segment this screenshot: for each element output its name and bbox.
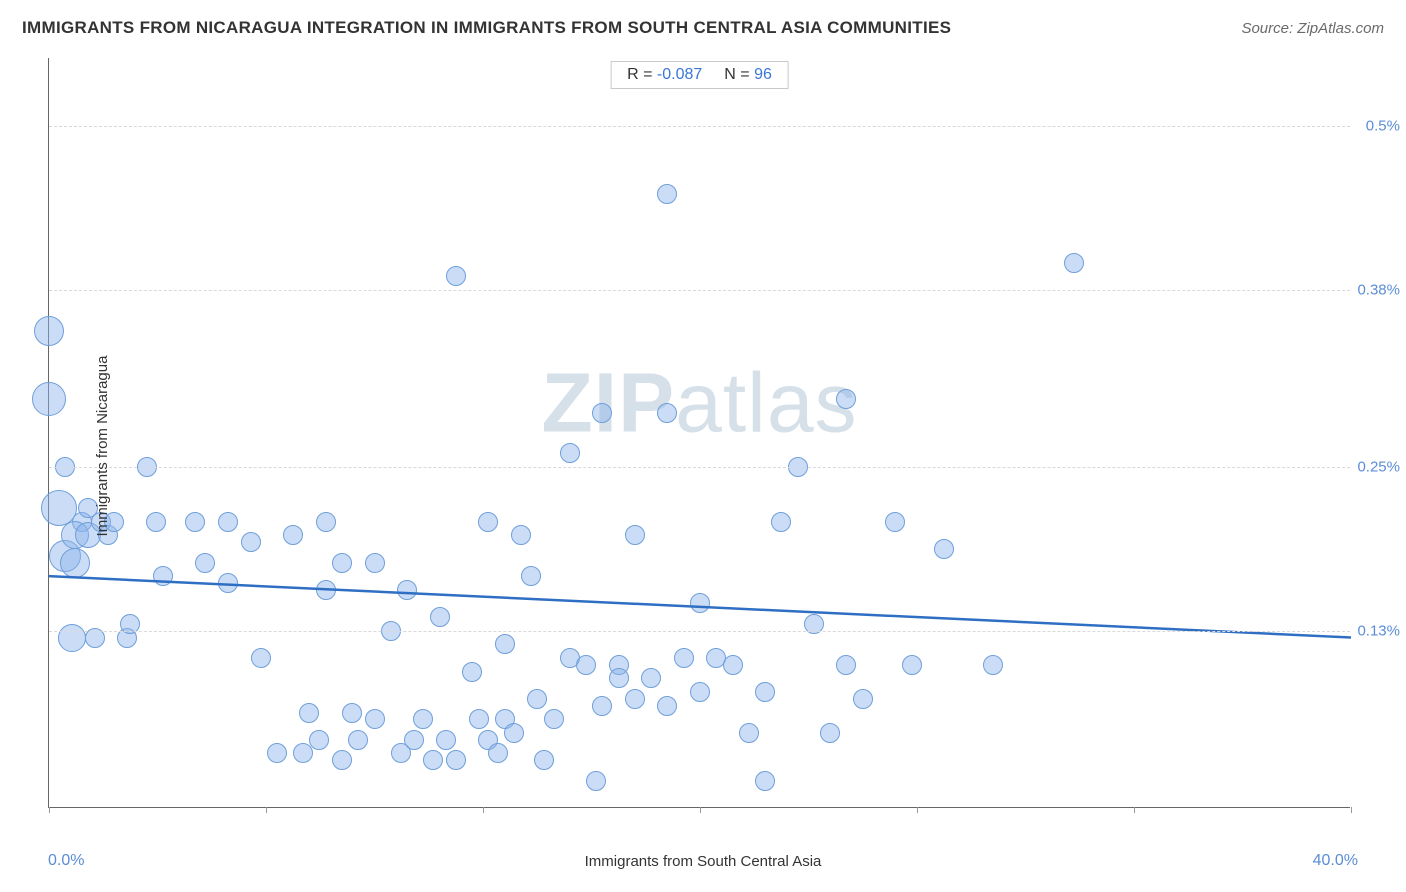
r-stat: R = -0.087 xyxy=(627,66,702,84)
data-point xyxy=(309,730,329,750)
data-point xyxy=(534,750,554,770)
data-point xyxy=(609,668,629,688)
data-point xyxy=(504,723,524,743)
data-point xyxy=(586,771,606,791)
x-tick xyxy=(917,807,918,813)
data-point xyxy=(153,566,173,586)
data-point xyxy=(436,730,456,750)
x-min-label: 0.0% xyxy=(48,852,84,870)
chart-area: R = -0.087 N = 96 ZIPatlas xyxy=(48,58,1350,808)
data-point xyxy=(690,682,710,702)
gridline xyxy=(49,290,1350,291)
data-point xyxy=(462,662,482,682)
data-point xyxy=(32,382,66,416)
data-point xyxy=(592,403,612,423)
n-stat: N = 96 xyxy=(724,66,772,84)
data-point xyxy=(423,750,443,770)
y-tick-label: 0.25% xyxy=(1357,459,1400,476)
data-point xyxy=(657,403,677,423)
data-point xyxy=(1064,253,1084,273)
data-point xyxy=(342,703,362,723)
data-point xyxy=(544,709,564,729)
data-point xyxy=(592,696,612,716)
data-point xyxy=(739,723,759,743)
data-point xyxy=(404,730,424,750)
data-point xyxy=(576,655,596,675)
data-point xyxy=(527,689,547,709)
data-point xyxy=(641,668,661,688)
data-point xyxy=(560,443,580,463)
gridline xyxy=(49,467,1350,468)
data-point xyxy=(690,593,710,613)
data-point xyxy=(332,750,352,770)
data-point xyxy=(469,709,489,729)
data-point xyxy=(771,512,791,532)
gridline xyxy=(49,126,1350,127)
data-point xyxy=(853,689,873,709)
data-point xyxy=(820,723,840,743)
y-tick-label: 0.38% xyxy=(1357,281,1400,298)
data-point xyxy=(511,525,531,545)
data-point xyxy=(836,389,856,409)
data-point xyxy=(674,648,694,668)
data-point xyxy=(657,184,677,204)
data-point xyxy=(146,512,166,532)
data-point xyxy=(625,525,645,545)
data-point xyxy=(58,624,86,652)
data-point xyxy=(521,566,541,586)
data-point xyxy=(195,553,215,573)
x-tick xyxy=(1351,807,1352,813)
data-point xyxy=(478,512,498,532)
data-point xyxy=(218,573,238,593)
y-tick-label: 0.5% xyxy=(1366,118,1400,135)
stats-box: R = -0.087 N = 96 xyxy=(610,61,789,89)
data-point xyxy=(885,512,905,532)
data-point xyxy=(446,266,466,286)
data-point xyxy=(218,512,238,532)
data-point xyxy=(397,580,417,600)
data-point xyxy=(241,532,261,552)
data-point xyxy=(365,709,385,729)
data-point xyxy=(299,703,319,723)
data-point xyxy=(625,689,645,709)
data-point xyxy=(251,648,271,668)
data-point xyxy=(332,553,352,573)
data-point xyxy=(495,634,515,654)
data-point xyxy=(934,539,954,559)
data-point xyxy=(348,730,368,750)
data-point xyxy=(755,771,775,791)
data-point xyxy=(60,548,90,578)
x-max-label: 40.0% xyxy=(1313,852,1358,870)
chart-title: IMMIGRANTS FROM NICARAGUA INTEGRATION IN… xyxy=(22,18,951,38)
data-point xyxy=(365,553,385,573)
data-point xyxy=(446,750,466,770)
data-point xyxy=(293,743,313,763)
data-point xyxy=(316,580,336,600)
data-point xyxy=(723,655,743,675)
y-axis-title: Immigrants from Nicaragua xyxy=(94,356,111,537)
gridline xyxy=(49,631,1350,632)
plot-surface xyxy=(49,58,1350,807)
data-point xyxy=(488,743,508,763)
data-point xyxy=(983,655,1003,675)
x-tick xyxy=(483,807,484,813)
data-point xyxy=(267,743,287,763)
data-point xyxy=(185,512,205,532)
y-tick-label: 0.13% xyxy=(1357,622,1400,639)
data-point xyxy=(316,512,336,532)
data-point xyxy=(902,655,922,675)
data-point xyxy=(836,655,856,675)
x-axis-title: Immigrants from South Central Asia xyxy=(585,853,822,870)
data-point xyxy=(430,607,450,627)
data-point xyxy=(755,682,775,702)
x-tick xyxy=(266,807,267,813)
x-tick xyxy=(1134,807,1135,813)
data-point xyxy=(413,709,433,729)
data-point xyxy=(283,525,303,545)
source-label: Source: ZipAtlas.com xyxy=(1241,20,1384,37)
data-point xyxy=(34,316,64,346)
x-tick xyxy=(49,807,50,813)
data-point xyxy=(657,696,677,716)
x-tick xyxy=(700,807,701,813)
